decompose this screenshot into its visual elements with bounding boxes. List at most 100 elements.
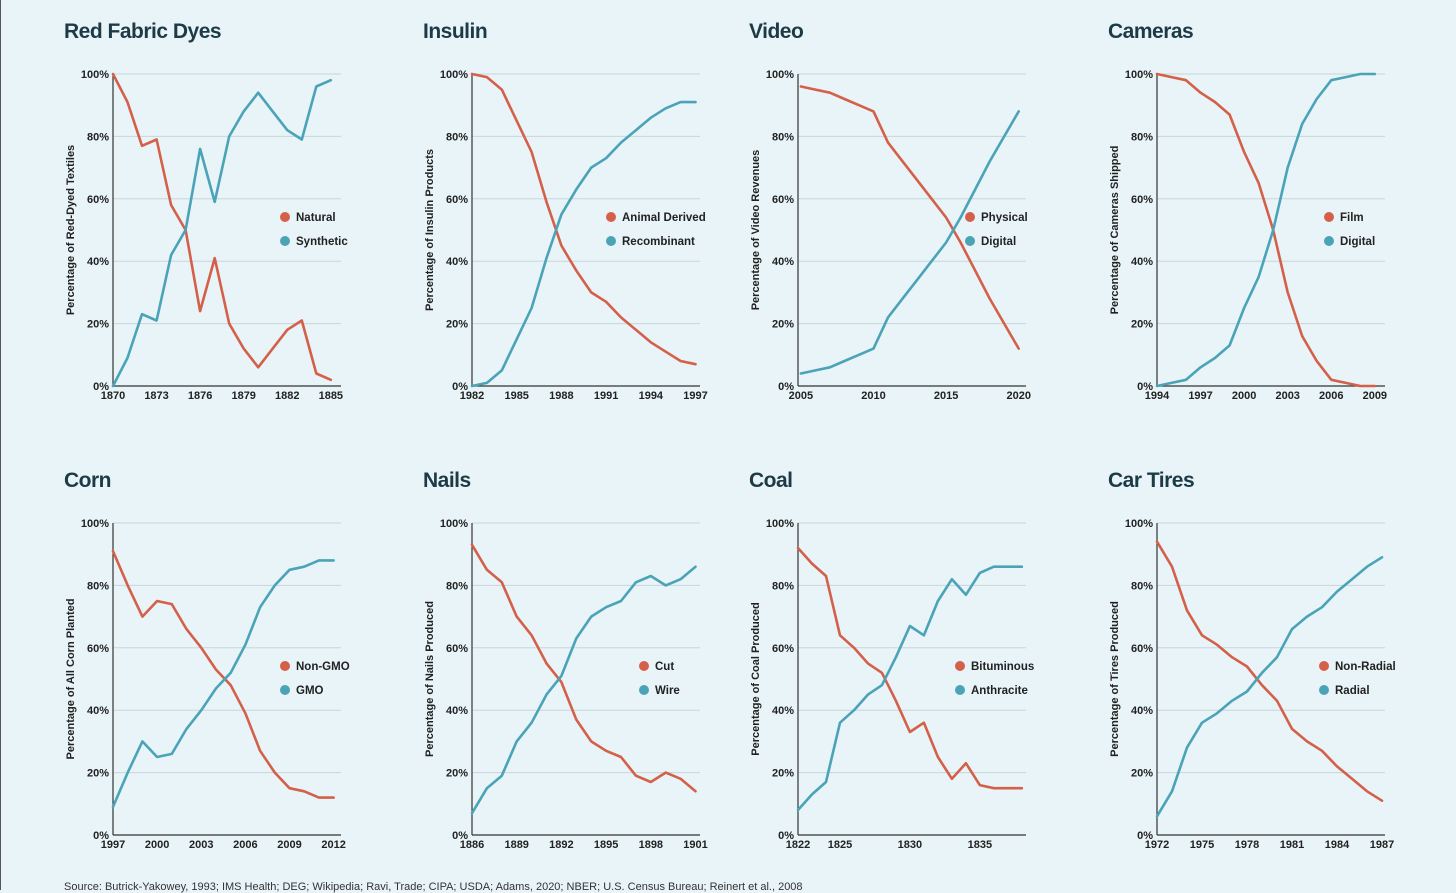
chart-panel: Car Tires 0% 20% 40% 60% 80% 100% 1972 1975 1978 1…: [1108, 469, 1396, 851]
y-tick-label: 100%: [1125, 69, 1153, 81]
y-tick-label: 60%: [87, 643, 109, 655]
y-tick-label: 0%: [93, 381, 109, 393]
x-tick-label: 1901: [683, 839, 707, 851]
y-tick-label: 40%: [1131, 256, 1153, 268]
x-tick-label: 1994: [1145, 390, 1170, 402]
series-line: [1155, 540, 1384, 802]
y-tick-label: 100%: [1125, 518, 1153, 530]
x-tick-label: 1975: [1190, 839, 1214, 851]
x-tick-label: 2006: [1319, 390, 1343, 402]
y-tick-label: 80%: [87, 131, 109, 143]
y-tick-label: 80%: [446, 580, 468, 592]
x-tick-label: 1895: [594, 839, 618, 851]
legend-label: Non-GMO: [296, 661, 350, 673]
y-tick-label: 80%: [1131, 131, 1153, 143]
legend-label: Anthracite: [971, 685, 1028, 697]
legend-label: Bituminous: [971, 661, 1034, 673]
y-tick-label: 40%: [772, 256, 794, 268]
legend-marker: [955, 685, 965, 695]
source-footnote: Source: Butrick-Yakowey, 1993; IMS Healt…: [64, 881, 803, 893]
x-tick-label: 1830: [898, 839, 922, 851]
x-tick-label: 1879: [231, 390, 255, 402]
y-tick-label: 40%: [1131, 705, 1153, 717]
x-tick-label: 2009: [1363, 390, 1387, 402]
x-tick-label: 1885: [319, 390, 343, 402]
chart-panel: Nails 0% 20% 40% 60% 80% 100% 1886 1889 1892 1895 1…: [423, 469, 708, 851]
chart-title: Car Tires: [1108, 469, 1194, 492]
y-tick-label: 60%: [772, 643, 794, 655]
chart-panel: Insulin 0% 20% 40% 60% 80% 100% 1982 1985 1988 199…: [423, 20, 708, 402]
y-axis-label: Percentage of All Corn Planted: [65, 599, 77, 760]
legend-marker: [1319, 685, 1329, 695]
chart-panel: Corn 0% 20% 40% 60% 80% 100% 1997 2000 2003 2006 20…: [64, 469, 350, 851]
x-tick-label: 1994: [639, 390, 664, 402]
y-tick-label: 0%: [93, 830, 109, 842]
legend-marker: [955, 661, 965, 671]
y-tick-label: 40%: [446, 705, 468, 717]
y-axis-label: Percentage of Nails Produced: [424, 601, 436, 757]
y-tick-label: 0%: [778, 381, 794, 393]
legend-marker: [606, 212, 616, 222]
y-tick-label: 20%: [446, 319, 468, 331]
chart-panel: Red Fabric Dyes 0% 20% 40% 60% 80% 100% 1870 187…: [64, 20, 348, 402]
x-tick-label: 1982: [460, 390, 484, 402]
x-tick-label: 1978: [1235, 839, 1259, 851]
y-tick-label: 0%: [1137, 830, 1153, 842]
legend-marker: [965, 236, 975, 246]
x-tick-label: 2010: [861, 390, 885, 402]
series-line: [111, 72, 333, 382]
y-tick-label: 20%: [87, 768, 109, 780]
series-line: [470, 543, 697, 793]
y-tick-label: 20%: [1131, 319, 1153, 331]
x-tick-label: 1972: [1145, 839, 1169, 851]
legend-label: GMO: [296, 685, 324, 697]
legend-marker: [280, 661, 290, 671]
legend-marker: [1324, 236, 1334, 246]
y-tick-label: 60%: [446, 643, 468, 655]
y-axis-label: Percentage of Coal Produced: [750, 602, 762, 755]
y-tick-label: 20%: [446, 768, 468, 780]
legend-label: Recombinant: [622, 236, 695, 248]
chart-title: Coal: [749, 469, 793, 492]
x-tick-label: 1873: [144, 390, 168, 402]
y-tick-label: 0%: [1137, 381, 1153, 393]
legend-marker: [606, 236, 616, 246]
legend-label: Physical: [981, 212, 1028, 224]
series-line: [470, 100, 697, 388]
y-tick-label: 0%: [452, 381, 468, 393]
y-tick-label: 40%: [772, 705, 794, 717]
series-line: [470, 565, 697, 815]
y-tick-label: 60%: [772, 194, 794, 206]
x-tick-label: 1835: [968, 839, 992, 851]
chart-panel: Video 0% 20% 40% 60% 80% 100% 2005 2010 2015 2020 P…: [749, 20, 1031, 402]
legend-marker: [639, 685, 649, 695]
y-tick-label: 0%: [778, 830, 794, 842]
x-tick-label: 1876: [188, 390, 212, 402]
y-tick-label: 60%: [1131, 194, 1153, 206]
x-tick-label: 1997: [1188, 390, 1212, 402]
series-line: [799, 110, 1020, 375]
x-tick-label: 2006: [233, 839, 257, 851]
y-tick-label: 80%: [772, 131, 794, 143]
chart-title: Video: [749, 20, 803, 43]
series-line: [470, 72, 697, 366]
y-tick-label: 20%: [772, 768, 794, 780]
y-tick-label: 20%: [87, 319, 109, 331]
y-tick-label: 20%: [772, 319, 794, 331]
x-tick-label: 1984: [1325, 839, 1350, 851]
x-tick-label: 1889: [504, 839, 528, 851]
x-tick-label: 1987: [1370, 839, 1394, 851]
x-tick-label: 1988: [549, 390, 573, 402]
legend-label: Animal Derived: [622, 212, 706, 224]
x-tick-label: 2012: [321, 839, 345, 851]
x-tick-label: 2015: [934, 390, 958, 402]
y-axis-label: Percentage of Insulin Products: [424, 149, 436, 311]
y-tick-label: 80%: [772, 580, 794, 592]
x-tick-label: 2005: [789, 390, 813, 402]
series-line: [111, 559, 335, 809]
legend-label: Radial: [1335, 685, 1370, 697]
y-tick-label: 100%: [81, 69, 109, 81]
legend-marker: [280, 685, 290, 695]
x-tick-label: 1886: [460, 839, 484, 851]
